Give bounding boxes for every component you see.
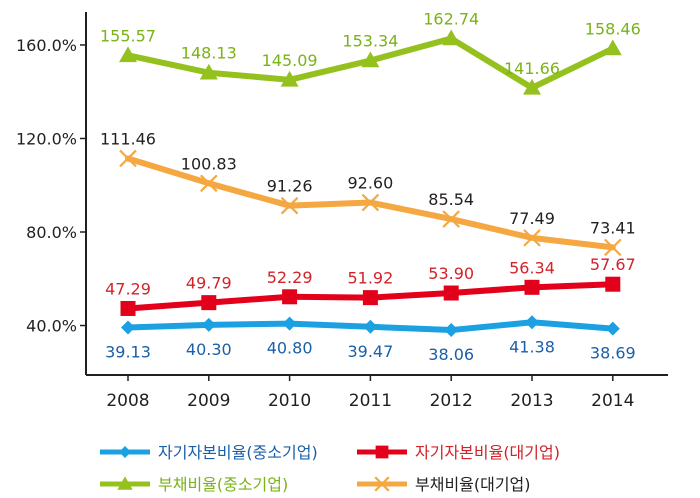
data-label: 56.34 (509, 258, 555, 277)
x-axis-ticks: 2008 2009 2010 2011 2012 2013 2014 (106, 375, 634, 411)
data-point (119, 149, 137, 168)
legend-label: 자기자본비율(대기업) (415, 443, 560, 462)
chart-legend: 자기자본비율(중소기업) 자기자본비율(대기업) 부채비율(중소기업) 부채비율(대기… (100, 443, 560, 494)
data-point (282, 316, 297, 331)
legend-marker (119, 446, 131, 458)
series-2: 47.29 49.79 52.29 51.92 53.90 56.34 57.67 (105, 255, 636, 316)
legend-item: 자기자본비율(대기업) (357, 443, 560, 462)
data-point (119, 46, 137, 63)
data-point (442, 210, 460, 228)
data-point (121, 320, 135, 335)
y-tick-label: 80.0% (26, 223, 77, 242)
data-label: 148.13 (181, 44, 237, 63)
data-point (280, 196, 299, 215)
data-point (605, 321, 620, 336)
y-tick-label: 120.0% (16, 129, 77, 148)
x-tick-label: 2013 (510, 391, 553, 411)
chart-series: 155.57 148.13 145.09 153.34 162.74 141.66 158.… (100, 10, 641, 365)
data-point (200, 174, 218, 193)
data-label: 40.30 (186, 340, 232, 359)
legend-marker (117, 476, 133, 490)
data-point (199, 63, 218, 80)
data-label: 145.09 (262, 51, 318, 70)
data-point (523, 229, 541, 247)
legend-item: 부채비율(중소기업) (100, 475, 288, 494)
data-label: 52.29 (267, 268, 313, 287)
data-label: 77.49 (509, 209, 555, 228)
data-point (201, 317, 216, 332)
data-label: 141.66 (504, 59, 560, 78)
data-label: 155.57 (100, 26, 156, 45)
legend-item: 자기자본비율(중소기업) (100, 443, 318, 462)
data-label: 39.13 (105, 343, 151, 362)
x-tick-label: 2014 (591, 391, 634, 411)
data-label: 73.41 (590, 218, 636, 237)
legend-item: 부채비율(대기업) (357, 475, 531, 494)
data-label: 153.34 (342, 32, 398, 51)
series-1: 111.46 100.83 91.26 92.60 85.54 77.49 73.41 (100, 129, 636, 257)
x-tick-label: 2010 (268, 391, 311, 411)
data-label: 92.60 (347, 174, 393, 193)
data-label: 111.46 (100, 129, 156, 148)
data-point (444, 323, 459, 338)
data-label: 51.92 (347, 269, 393, 288)
data-label: 47.29 (105, 279, 151, 298)
chart-axes (85, 12, 668, 376)
data-label: 57.67 (590, 255, 636, 274)
data-point (443, 285, 459, 301)
legend-marker (374, 476, 390, 492)
x-tick-label: 2011 (349, 391, 392, 411)
data-point (120, 300, 136, 316)
legend-label: 부채비율(대기업) (415, 475, 531, 494)
legend-marker (375, 445, 389, 459)
series-3: 39.13 40.30 40.80 39.47 38.06 41.38 38.69 (105, 315, 636, 364)
data-label: 41.38 (509, 337, 555, 356)
data-point (362, 290, 378, 306)
legend-label: 자기자본비율(중소기업) (158, 443, 318, 462)
y-axis-ticks: 40.0% 80.0% 120.0% 160.0% (16, 36, 86, 336)
data-point (442, 29, 461, 46)
data-label: 39.47 (347, 342, 393, 361)
data-point (280, 70, 299, 87)
data-point (605, 276, 621, 292)
data-label: 91.26 (267, 177, 313, 196)
data-label: 53.90 (428, 264, 474, 283)
x-tick-label: 2012 (430, 391, 473, 411)
data-label: 158.46 (585, 20, 641, 39)
data-point (201, 295, 217, 311)
data-label: 38.06 (428, 345, 474, 364)
data-label: 85.54 (428, 190, 474, 209)
data-label: 40.80 (267, 339, 313, 358)
x-tick-label: 2008 (106, 391, 149, 411)
x-tick-label: 2009 (187, 391, 230, 411)
data-label: 100.83 (181, 154, 237, 173)
series-0: 155.57 148.13 145.09 153.34 162.74 141.66 158.… (100, 10, 641, 95)
data-point (361, 193, 380, 212)
data-point (523, 78, 541, 95)
data-point (525, 315, 539, 330)
data-point (282, 289, 298, 305)
y-tick-label: 40.0% (26, 317, 77, 336)
data-label: 162.74 (423, 10, 479, 29)
data-point (603, 39, 622, 56)
y-tick-label: 160.0% (16, 36, 77, 55)
data-label: 49.79 (186, 274, 232, 293)
data-point (361, 51, 380, 68)
data-point (524, 279, 540, 295)
legend-label: 부채비율(중소기업) (158, 475, 288, 494)
data-label: 38.69 (590, 344, 636, 363)
data-point (363, 319, 378, 334)
data-point (604, 238, 622, 257)
